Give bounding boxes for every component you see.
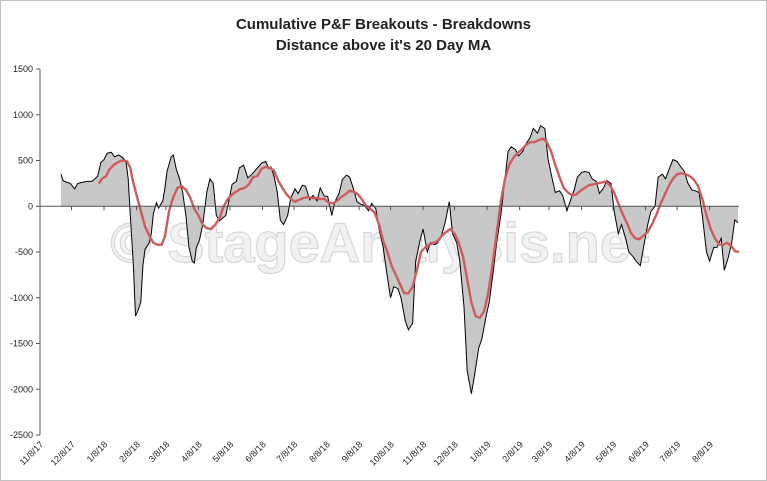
x-tick-label: 7/8/19	[658, 439, 683, 464]
y-tick-label: 1000	[13, 110, 33, 120]
x-tick-label: 3/8/19	[530, 439, 555, 464]
x-tick-label: 2/8/19	[500, 439, 525, 464]
x-tick-label: 8/8/18	[307, 439, 332, 464]
x-tick-label: 4/8/19	[562, 439, 587, 464]
x-tick-label: 12/8/18	[432, 439, 460, 467]
x-tick-label: 7/8/18	[275, 439, 300, 464]
y-tick-label: 0	[28, 201, 33, 211]
y-tick-label: -2500	[10, 430, 33, 440]
series-line-1	[97, 137, 740, 320]
y-tick-label: -1500	[10, 339, 33, 349]
x-tick-label: 5/8/19	[594, 439, 619, 464]
y-tick-label: -1000	[10, 293, 33, 303]
series-layer	[60, 124, 740, 394]
x-tick-label: 6/8/19	[626, 439, 651, 464]
x-tick-label: 1/8/19	[468, 439, 493, 464]
x-tick-label: 6/8/18	[243, 439, 268, 464]
series-area-fill	[61, 125, 738, 394]
x-tick-label: 11/8/17	[18, 439, 46, 467]
x-tick-label: 9/8/18	[340, 439, 365, 464]
series-line-0	[60, 124, 739, 394]
chart-title: Cumulative P&F Breakouts - Breakdowns	[235, 16, 532, 33]
chart-subtitle: Distance above it's 20 Day MA	[275, 37, 492, 54]
x-tick-label: 3/8/18	[147, 439, 172, 464]
x-tick-label: 2/8/18	[117, 439, 142, 464]
x-tick-label: 11/8/18	[401, 439, 429, 467]
x-tick-label: 12/8/17	[49, 439, 77, 467]
x-tick-label: 5/8/18	[211, 439, 236, 464]
y-tick-label: -500	[15, 247, 33, 257]
x-tick-label: 4/8/18	[179, 439, 204, 464]
y-tick-label: 500	[18, 156, 33, 166]
x-tick-label: 8/8/19	[690, 439, 715, 464]
y-tick-label: 1500	[13, 64, 33, 74]
x-tick-label: 1/8/18	[85, 439, 110, 464]
x-tick-label: 10/8/18	[368, 439, 396, 467]
y-tick-label: -2000	[10, 384, 33, 394]
